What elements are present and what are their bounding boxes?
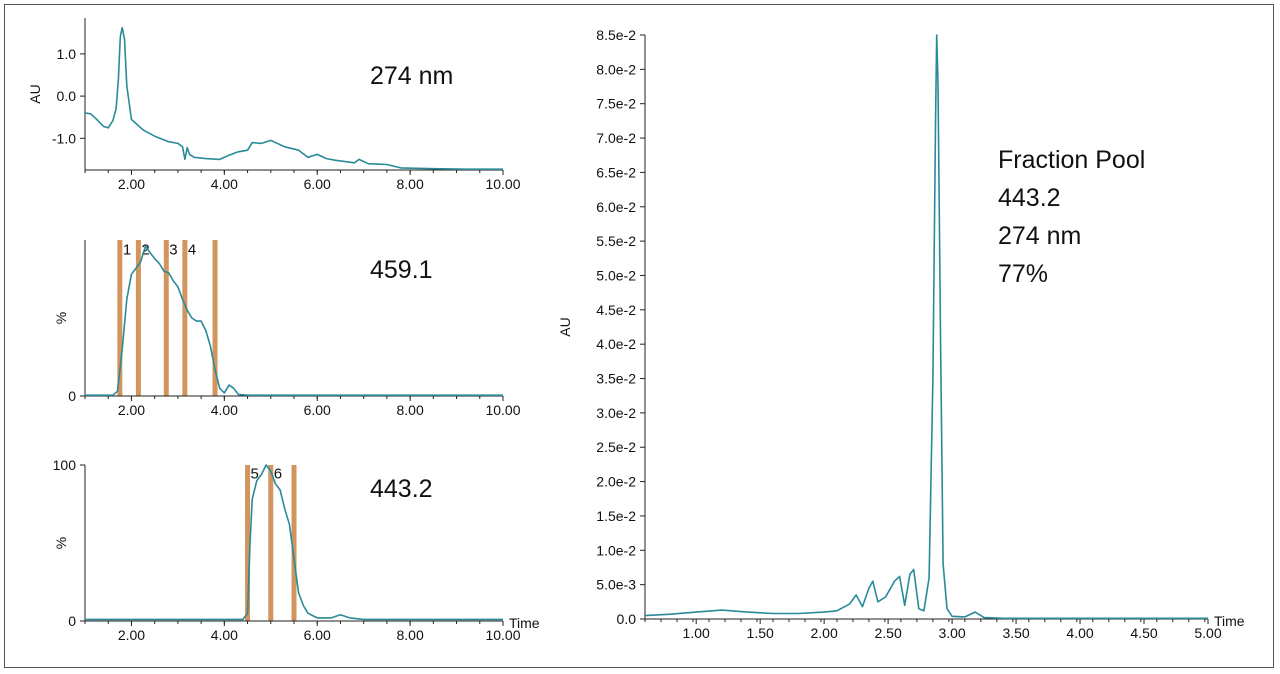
- y-tick-label: 8.0e-2: [596, 61, 636, 77]
- x-tick-label: 6.00: [304, 627, 331, 643]
- x-tick-label: 1.00: [683, 625, 710, 641]
- panel-annotation: 459.1: [370, 256, 433, 284]
- x-tick-label: 3.50: [1002, 625, 1029, 641]
- y-tick-label: 0: [68, 388, 76, 404]
- fraction-label: 5: [251, 465, 259, 482]
- y-tick-label: 5.0e-3: [596, 577, 636, 593]
- x-tick-label: 2.00: [118, 627, 145, 643]
- x-tick-label: 8.00: [396, 402, 423, 418]
- fraction-label: 3: [169, 241, 177, 258]
- y-tick-label: 100: [53, 457, 77, 473]
- y-tick-label: 6.5e-2: [596, 164, 636, 180]
- fraction-label: 1: [123, 241, 131, 258]
- series-line: [84, 26, 503, 170]
- y-tick-label: 4.0e-2: [596, 336, 636, 352]
- x-tick-label: 6.00: [304, 402, 331, 418]
- x-tick-label: 5.00: [1194, 625, 1221, 641]
- y-tick-label: 1.0: [57, 46, 77, 62]
- x-tick-label: 6.00: [304, 176, 331, 192]
- chart-panel-p2: 1 2 3 4 2.00 4.00 6.00 8.00 10.00 0% 459.1: [53, 240, 521, 418]
- y-tick-label: -1.0: [52, 130, 76, 146]
- x-tick-label: 4.50: [1130, 625, 1157, 641]
- y-tick-label: 2.5e-2: [596, 439, 636, 455]
- series-line: [85, 245, 503, 396]
- x-tick-label: 2.00: [118, 402, 145, 418]
- series-line: [644, 34, 1208, 620]
- x-tick-label: 4.00: [1066, 625, 1093, 641]
- x-tick-label: 8.00: [396, 176, 423, 192]
- panel-annotation: 77%: [998, 260, 1048, 288]
- x-axis-label: Time: [509, 615, 540, 631]
- x-tick-label: 4.00: [211, 627, 238, 643]
- fraction-label: 4: [188, 241, 196, 258]
- chart-panel-p3: 5 6 2.00 4.00 6.00 8.00 10.00 100 0% Time 443.2: [53, 457, 540, 643]
- fraction-label: 6: [274, 465, 282, 482]
- y-tick-label: 0: [68, 613, 76, 629]
- panel-annotation: 274 nm: [998, 222, 1081, 250]
- fraction-cut-bar: [291, 465, 297, 621]
- y-axis-label: AU: [27, 84, 43, 103]
- fraction-cut-bar: [212, 240, 218, 396]
- x-tick-label: 2.50: [874, 625, 901, 641]
- y-tick-label: 5.0e-2: [596, 267, 636, 283]
- y-tick-label: 0.0: [57, 88, 77, 104]
- panel-annotation: 443.2: [370, 475, 433, 503]
- x-tick-label: 4.00: [211, 176, 238, 192]
- x-tick-label: 10.00: [485, 402, 520, 418]
- fraction-cut-bar: [135, 240, 141, 396]
- x-axis-label: Time: [1214, 613, 1245, 629]
- fraction-cut-bar: [268, 465, 274, 621]
- series-line: [85, 464, 503, 621]
- y-tick-label: 3.5e-2: [596, 371, 636, 387]
- y-tick-label: 5.5e-2: [596, 233, 636, 249]
- y-tick-label: 3.0e-2: [596, 405, 636, 421]
- x-tick-label: 2.00: [118, 176, 145, 192]
- y-tick-label: 1.0e-2: [596, 542, 636, 558]
- y-tick-label: 1.5e-2: [596, 508, 636, 524]
- x-tick-label: 10.00: [485, 176, 520, 192]
- panel-annotation: Fraction Pool: [998, 146, 1145, 174]
- y-tick-label: 6.0e-2: [596, 199, 636, 215]
- y-axis-label: AU: [557, 317, 573, 336]
- x-tick-label: 1.50: [747, 625, 774, 641]
- x-tick-label: 10.00: [485, 627, 520, 643]
- y-axis-label: %: [53, 537, 69, 549]
- y-axis-label: %: [53, 312, 69, 324]
- fraction-cut-bar: [245, 465, 251, 621]
- panel-annotation: 274 nm: [370, 62, 453, 90]
- y-tick-label: 0.0: [617, 611, 637, 627]
- x-tick-label: 2.00: [811, 625, 838, 641]
- chart-panel-p1: 2.00 4.00 6.00 8.00 10.00 1.0 0.0 -1.0 AU 274 nm: [27, 18, 521, 192]
- fraction-label: 2: [141, 241, 149, 258]
- x-tick-label: 4.00: [211, 402, 238, 418]
- y-tick-label: 7.0e-2: [596, 130, 636, 146]
- panel-annotation: 443.2: [998, 184, 1061, 212]
- y-tick-label: 7.5e-2: [596, 96, 636, 112]
- x-tick-label: 8.00: [396, 627, 423, 643]
- x-tick-label: 3.00: [938, 625, 965, 641]
- chart-panel-p4: 1.00 1.50 2.00 2.50 3.00 3.50 4.00 4.50 5.00 0.0 5…: [557, 27, 1245, 641]
- fraction-cut-bar: [163, 240, 169, 396]
- fraction-cut-bar: [182, 240, 188, 396]
- y-tick-label: 2.0e-2: [596, 474, 636, 490]
- y-tick-label: 8.5e-2: [596, 27, 636, 43]
- fraction-cut-bar: [117, 240, 123, 396]
- y-tick-label: 4.5e-2: [596, 302, 636, 318]
